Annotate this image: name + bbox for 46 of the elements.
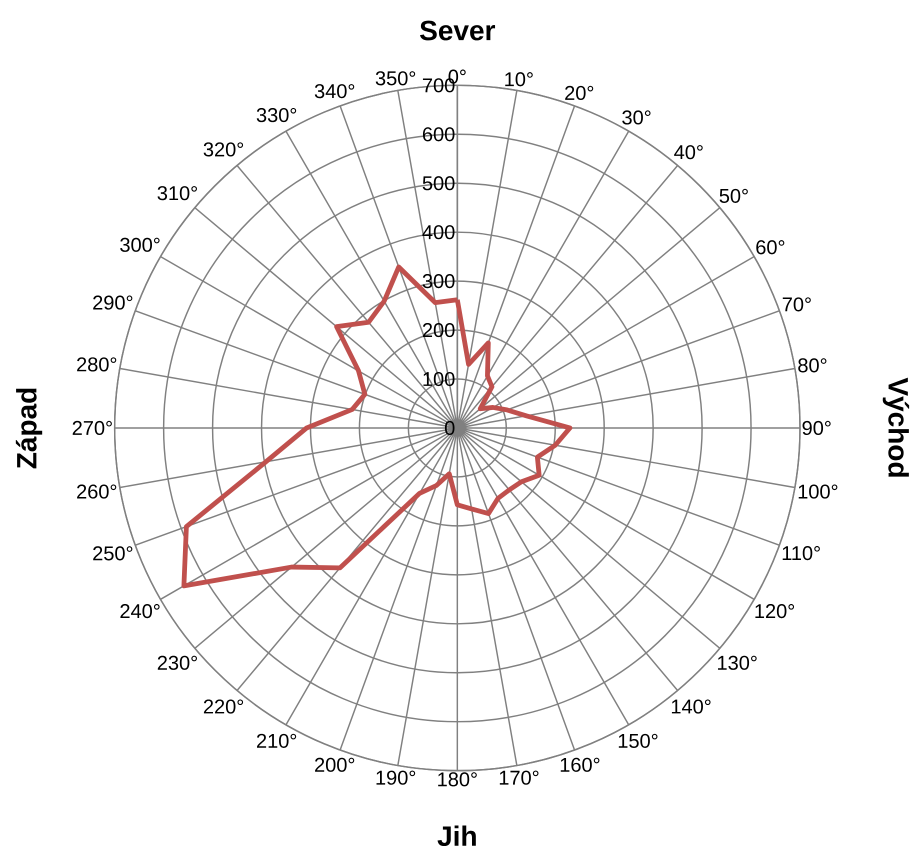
spoke-label: 60° bbox=[756, 240, 784, 254]
text: Východ bbox=[882, 378, 910, 477]
y-tick-label: 600 bbox=[422, 127, 454, 142]
spoke-label: 180° bbox=[438, 772, 477, 786]
spoke-label: 320° bbox=[204, 142, 244, 156]
spoke-label: 300° bbox=[120, 238, 160, 252]
spoke-label: 100° bbox=[798, 484, 838, 499]
spoke-label: 190° bbox=[376, 770, 416, 785]
text: Jih bbox=[438, 825, 476, 846]
text: Sever bbox=[420, 20, 496, 40]
spoke-label: 310° bbox=[158, 186, 197, 200]
y-tick-label: 200 bbox=[422, 323, 454, 338]
spoke-label: 70° bbox=[782, 297, 811, 312]
spoke-label: 230° bbox=[158, 656, 197, 670]
y-tick-label: 300 bbox=[422, 274, 454, 288]
spoke-label: 350° bbox=[376, 71, 416, 86]
spoke-label: 330° bbox=[256, 108, 296, 122]
spoke-label: 140° bbox=[672, 699, 711, 714]
spoke-label: 200° bbox=[315, 758, 354, 772]
spoke-label: 250° bbox=[93, 546, 132, 560]
y-tick-label: 100 bbox=[423, 372, 454, 386]
spoke-label: 150° bbox=[618, 734, 658, 748]
spoke-label: 30° bbox=[622, 110, 651, 125]
spoke-label: 240° bbox=[120, 604, 160, 618]
spoke-label: 110° bbox=[782, 546, 820, 560]
spoke-label: 80° bbox=[798, 358, 826, 372]
spoke-label: 290° bbox=[93, 296, 132, 310]
spoke-label: 170° bbox=[500, 770, 538, 785]
spoke-label: 50° bbox=[720, 188, 748, 203]
spoke-label: 20° bbox=[565, 86, 594, 100]
spoke-label: 220° bbox=[204, 699, 244, 714]
spoke-label: 270° bbox=[72, 420, 112, 436]
text: Západ bbox=[16, 388, 42, 468]
spoke-label: 120° bbox=[755, 604, 794, 618]
spoke-label: 160° bbox=[560, 758, 600, 772]
spoke-label: 340° bbox=[314, 84, 354, 98]
y-tick-label: 400 bbox=[422, 225, 454, 240]
spoke-label: 210° bbox=[256, 734, 296, 748]
y-tick-label: 0 bbox=[444, 420, 454, 436]
spoke-label: 260° bbox=[77, 484, 116, 499]
spoke-label: 40° bbox=[674, 145, 703, 160]
spoke-label: 90° bbox=[802, 420, 831, 436]
spoke-label: 280° bbox=[77, 357, 116, 372]
y-tick-label: 500 bbox=[422, 176, 454, 190]
spoke-label: 130° bbox=[718, 656, 757, 670]
spoke-label: 10° bbox=[505, 72, 533, 86]
